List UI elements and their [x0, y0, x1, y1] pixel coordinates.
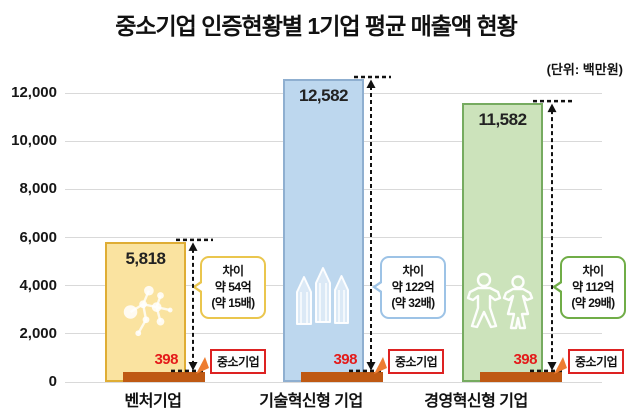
- callout-line: 약 54억: [214, 280, 252, 295]
- callout-line: (약 15배): [211, 296, 255, 311]
- difference-callout: 차이 약 122억 (약 32배): [372, 256, 446, 319]
- sme-bar-value: 398: [513, 351, 537, 368]
- bar-value: 12,582: [299, 85, 349, 105]
- category-label: 벤처기업: [124, 393, 182, 410]
- bar-value: 11,582: [478, 110, 527, 130]
- category-label: 경영혁신형 기업: [424, 393, 528, 410]
- unit-label: (단위: 백만원): [546, 62, 623, 77]
- difference-callout: 차이 약 112억 (약 29배): [552, 256, 626, 319]
- callout-line: 약 112억: [572, 280, 614, 295]
- sme-label-box: 중소기업: [210, 349, 267, 374]
- gridline: [65, 381, 602, 383]
- callout-line: 약 122억: [391, 280, 435, 295]
- bar-mgmt-innovation: 11,582: [462, 103, 543, 382]
- sme-bar: [301, 372, 383, 382]
- bar-value: 5,818: [125, 248, 166, 268]
- callout-line: 차이: [582, 264, 604, 278]
- sme-bar-value: 398: [154, 351, 178, 368]
- chart-title: 중소기업 인증현황별 1기업 평균 매출액 현황: [115, 13, 518, 39]
- difference-callout: 차이 약 54억 (약 15배): [192, 256, 266, 319]
- sme-bar: [480, 372, 562, 382]
- callout-line: (약 29배): [571, 296, 615, 311]
- pencils-icon: [296, 267, 349, 325]
- callout-line: 차이: [222, 264, 244, 278]
- sme-bar: [123, 372, 205, 382]
- callout-line: 차이: [402, 264, 424, 278]
- sme-label-box: 중소기업: [388, 349, 445, 374]
- y-axis-tick-label: 2,000: [19, 324, 57, 342]
- y-axis-tick-label: 4,000: [19, 276, 57, 294]
- callout-line: (약 32배): [391, 296, 435, 311]
- sme-bar-value: 398: [333, 351, 357, 368]
- bar-tech-innovation: 12,582: [283, 78, 364, 382]
- molecule-icon: [123, 285, 173, 337]
- y-axis-tick-label: 12,000: [11, 84, 57, 101]
- y-axis-tick-label: 8,000: [19, 180, 57, 198]
- y-axis-tick-label: 0: [48, 373, 57, 390]
- people-icon: [466, 272, 534, 330]
- category-label: 기술혁신형 기업: [259, 393, 363, 410]
- sme-label-box: 중소기업: [568, 349, 625, 374]
- y-axis-tick-label: 10,000: [11, 132, 57, 150]
- y-axis-tick-label: 6,000: [19, 228, 57, 246]
